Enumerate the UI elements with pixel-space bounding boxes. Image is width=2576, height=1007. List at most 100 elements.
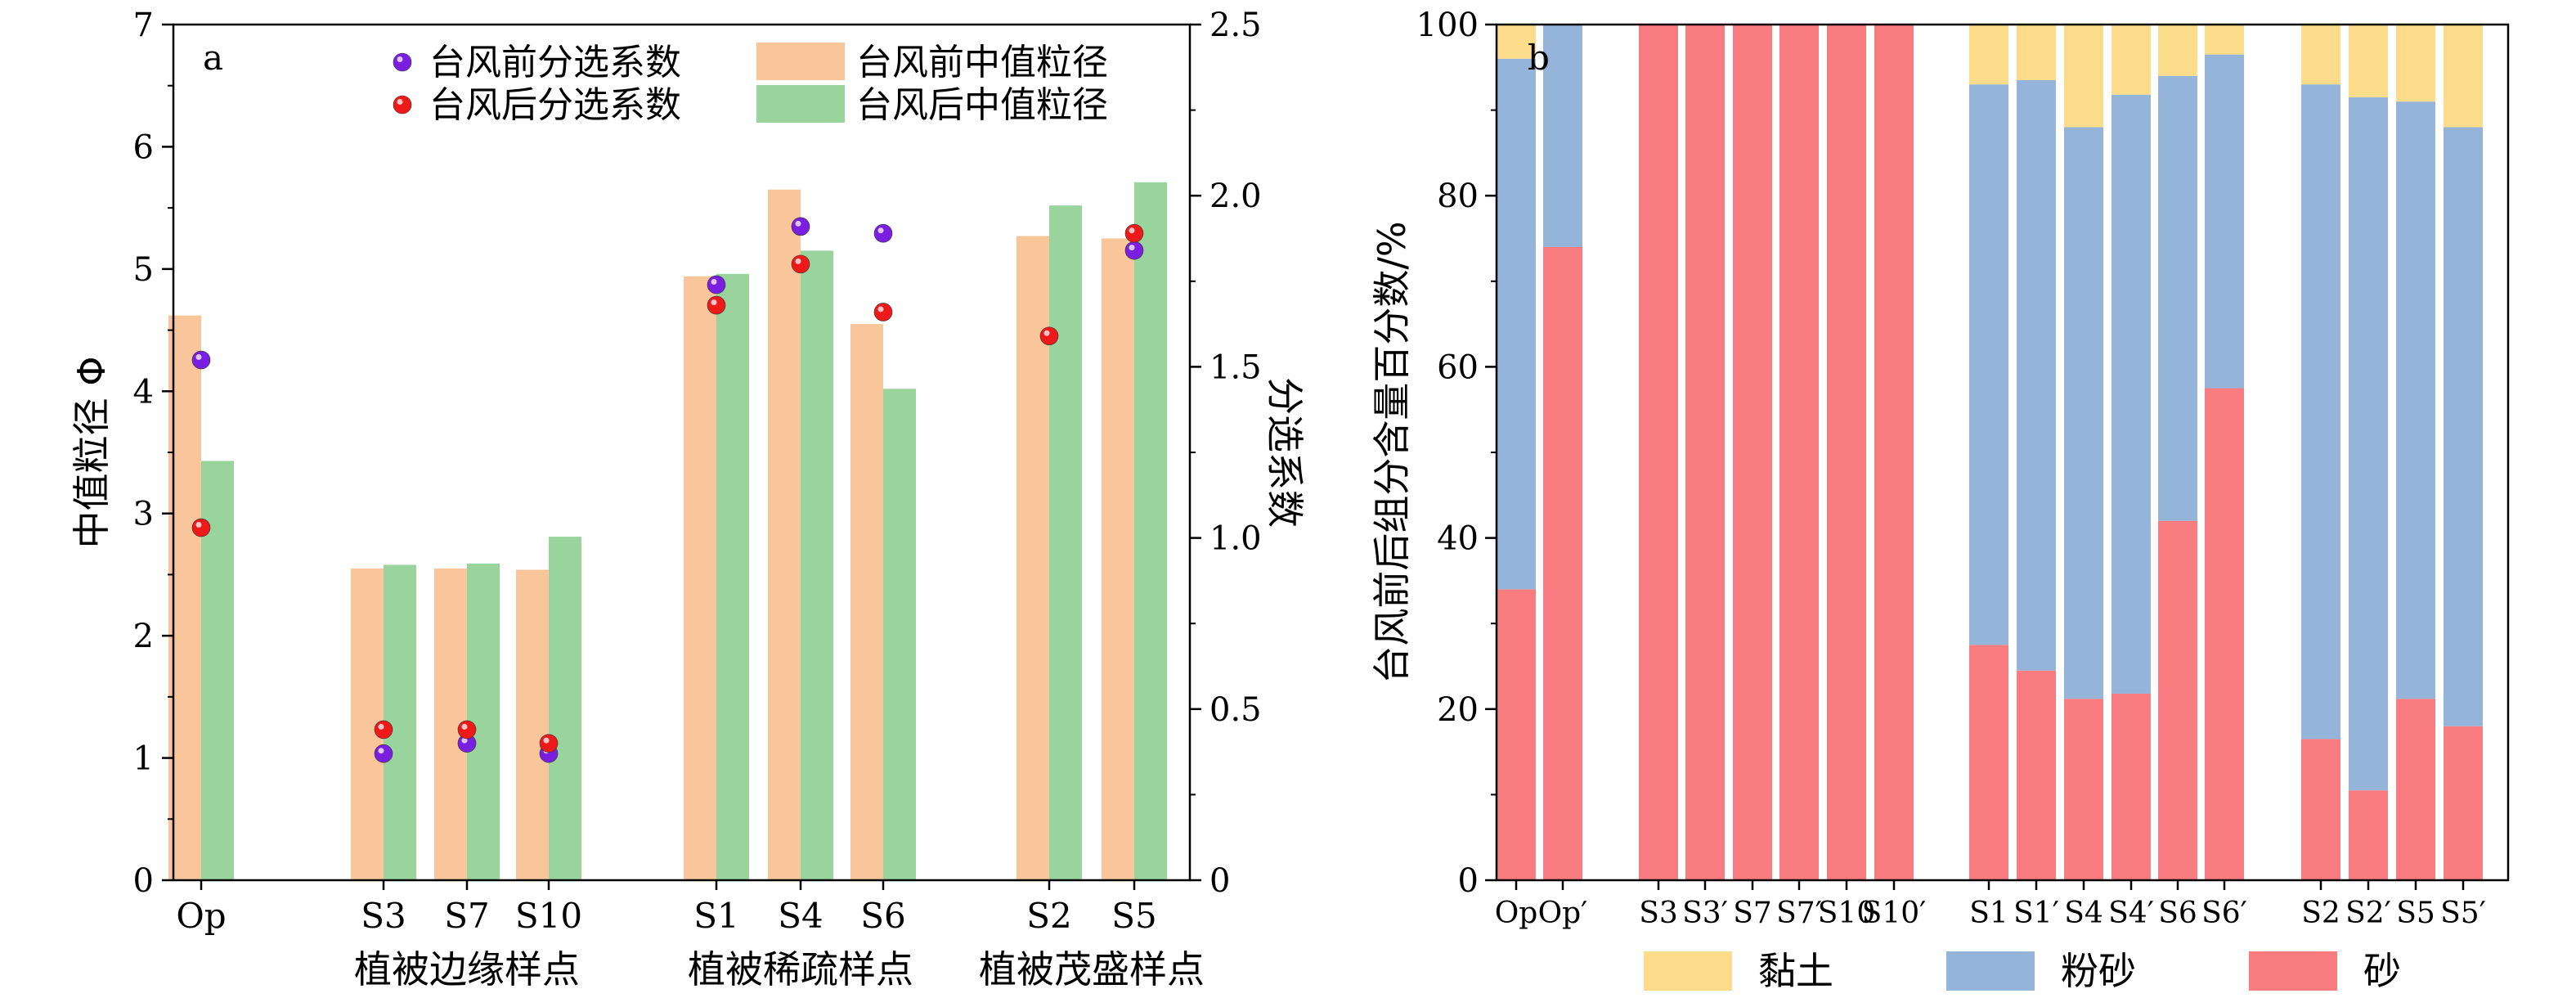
y-tick-label: 80 [1437, 178, 1479, 215]
x-tick-label: S5′ [2440, 897, 2486, 930]
marker-highlight [1043, 330, 1050, 336]
legend-label: 台风后中值粒径 [856, 84, 1108, 126]
stacked-segment [2349, 97, 2388, 791]
y-tick-label: 100 [1416, 7, 1479, 44]
bar-after-median [883, 389, 916, 881]
marker-highlight [711, 299, 717, 306]
stacked-segment [1543, 25, 1582, 247]
legend-marker-highlight [397, 99, 403, 105]
stacked-segment [2205, 388, 2244, 880]
x-tick-label: S7 [444, 896, 490, 936]
marker-before-sorting [374, 744, 393, 763]
bar-after-median [801, 250, 833, 880]
stacked-segment [1543, 246, 1582, 881]
legend-marker [393, 52, 412, 72]
x-tick-label: S1 [693, 896, 739, 936]
stacked-segment [2301, 25, 2340, 85]
x-tick-label: S4′ [2108, 897, 2154, 930]
x-tick-label: Op [176, 896, 226, 936]
stacked-segment [2158, 75, 2197, 521]
marker-after-sorting [1124, 223, 1144, 243]
stacked-segment [2396, 101, 2435, 699]
marker-after-sorting [791, 254, 810, 274]
stacked-segment [2158, 25, 2197, 76]
stacked-segment [2112, 25, 2151, 95]
stacked-segment [2017, 25, 2056, 80]
y-tick-label: 2 [133, 618, 154, 655]
group-label: 植被稀疏样点 [688, 947, 913, 991]
stacked-segment [2017, 670, 2056, 880]
bar-after-median [549, 537, 581, 880]
x-tick-label: S1′ [2013, 897, 2059, 930]
x-tick-label: S2′ [2345, 897, 2391, 930]
stacked-segment [1969, 645, 2008, 880]
x-tick-label: S4 [2064, 897, 2103, 930]
marker-highlight [1129, 245, 1135, 251]
legend-label: 粉砂 [2061, 949, 2136, 993]
y2-tick-label: 0 [1209, 862, 1230, 900]
panel-letter: a [203, 38, 223, 78]
marker-after-sorting [873, 303, 893, 321]
x-tick-label: S3′ [1682, 897, 1728, 930]
marker-before-sorting [707, 275, 726, 294]
marker-highlight [461, 737, 468, 744]
group-label: 植被茂盛样点 [979, 947, 1205, 991]
legend-label: 台风后分选系数 [429, 84, 681, 126]
stacked-segment [2444, 127, 2483, 726]
y-tick-label: 60 [1437, 348, 1479, 386]
y-tick-label: 1 [133, 740, 154, 778]
marker-highlight [711, 278, 717, 285]
bar-before-median [1102, 238, 1134, 880]
x-tick-label: S3 [1639, 897, 1678, 930]
legend-swatch [756, 43, 845, 80]
y-tick-label: 6 [133, 128, 154, 166]
legend-label: 砂 [2363, 949, 2401, 993]
stacked-segment [1639, 25, 1678, 880]
y2-tick-label: 2.5 [1209, 7, 1262, 44]
legend-label: 黏土 [1758, 949, 1833, 993]
panel-letter: b [1528, 38, 1550, 78]
stacked-segment [2301, 84, 2340, 740]
stacked-segment [1497, 589, 1536, 880]
y2-tick-label: 0.5 [1209, 691, 1262, 729]
stacked-segment [2064, 127, 2103, 699]
stacked-segment [1497, 25, 1536, 59]
x-tick-label: S3 [361, 896, 406, 936]
stacked-segment [2064, 699, 2103, 880]
marker-highlight [461, 723, 468, 730]
stacked-segment [2112, 94, 2151, 694]
x-tick-label: S5 [1111, 896, 1157, 936]
y-tick-label: 4 [133, 373, 154, 411]
x-tick-label: S10 [1818, 897, 1875, 930]
marker-after-sorting [1039, 326, 1059, 346]
x-tick-label: S10′ [1862, 897, 1927, 930]
y-tick-label: 5 [133, 251, 154, 289]
stacked-segment [2205, 25, 2244, 55]
x-tick-label: Op [1495, 897, 1538, 930]
x-tick-label: S2 [2301, 897, 2340, 930]
group-label: 植被边缘样点 [354, 947, 580, 991]
marker-highlight [795, 258, 801, 264]
bar-before-median [850, 324, 883, 881]
marker-after-sorting [374, 720, 393, 740]
bar-after-median [716, 273, 749, 880]
stacked-segment [1733, 25, 1772, 880]
x-tick-label: S4 [778, 896, 824, 936]
marker-before-sorting [791, 217, 810, 236]
x-tick-label: S6 [860, 896, 906, 936]
stacked-segment [2064, 25, 2103, 128]
stacked-segment [2349, 25, 2388, 97]
y2-axis-label: 分选系数 [1263, 377, 1307, 528]
y-tick-label: 0 [1458, 862, 1479, 900]
marker-before-sorting [873, 223, 893, 243]
stacked-segment [1874, 25, 1914, 880]
y-axis-label: 中值粒径 Φ [70, 357, 114, 549]
legend-swatch [1644, 951, 1732, 991]
stacked-segment [2396, 699, 2435, 880]
stacked-segment [2017, 79, 2056, 671]
marker-after-sorting [457, 720, 477, 740]
panel-a-chart: 0 1 2 3 4 5 6 7 0 0.5 1.0 1.5 2.0 2.5 Op S3 S7 S10 S1 S4 S6 S… [70, 7, 1307, 991]
stacked-segment [2444, 25, 2483, 128]
